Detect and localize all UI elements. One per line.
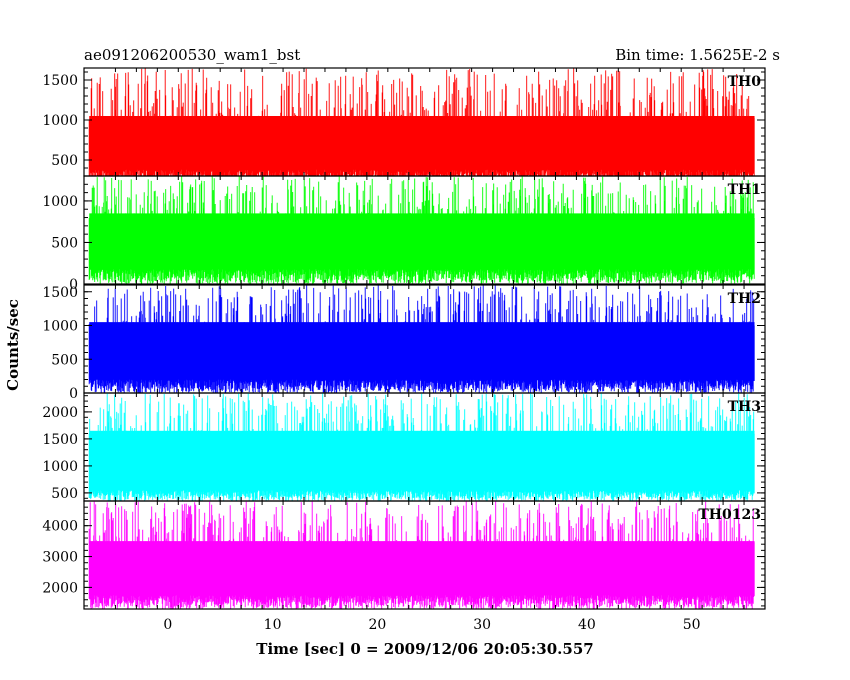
y-tick-label: 1000 — [42, 194, 78, 210]
chart-title-left: ae091206200530_wam1_bst — [84, 46, 300, 64]
y-tick-label: 0 — [69, 386, 78, 402]
series-th1 — [88, 176, 755, 284]
y-tick-label: 1000 — [42, 319, 78, 335]
panel-label-th1: TH1 — [728, 182, 761, 198]
panel-label-th3: TH3 — [728, 399, 761, 415]
y-tick-label: 500 — [51, 235, 78, 251]
y-tick-label: 2000 — [42, 405, 78, 421]
series-core-band — [89, 430, 755, 491]
y-tick-label: 500 — [51, 352, 78, 368]
series-core-band — [89, 116, 755, 170]
y-tick-label: 4000 — [42, 519, 78, 535]
y-tick-label: 500 — [51, 153, 78, 169]
y-tick-label: 2000 — [42, 580, 78, 596]
panel-th1: 0 500 1000 TH1 — [42, 175, 766, 293]
y-tick-label: 0 — [69, 277, 78, 293]
series-th2 — [88, 285, 755, 393]
y-tick-label: 1000 — [42, 113, 78, 129]
y-tick-label: 1500 — [42, 432, 78, 448]
panel-frame — [83, 175, 766, 285]
series-core-band — [89, 213, 755, 270]
series-th3 — [88, 393, 755, 501]
panel-th0: 500 1000 1500 TH0 — [42, 67, 766, 177]
series-th0 — [88, 68, 755, 176]
x-tick-label: 50 — [683, 617, 701, 633]
y-axis-label: Counts/sec — [4, 299, 22, 391]
y-tick-label: 3000 — [42, 550, 78, 566]
x-tick-label: 0 — [163, 617, 172, 633]
panel-label-th0: TH0 — [728, 74, 762, 90]
series-th0123 — [88, 501, 755, 609]
series-core-band — [89, 322, 755, 380]
panel-label-th2: TH2 — [728, 291, 761, 307]
y-tick-label: 1500 — [42, 285, 78, 301]
y-tick-label: 500 — [51, 486, 78, 502]
panel-th0123: 2000 3000 4000 TH0123 — [42, 500, 766, 610]
y-tick-label: 1500 — [42, 73, 78, 89]
x-tick-label: 20 — [368, 617, 386, 633]
panel-frame — [83, 500, 766, 610]
y-tick-label: 1000 — [42, 459, 78, 475]
chart-title-right: Bin time: 1.5625E-2 s — [615, 46, 780, 64]
panel-th3: 500 1000 1500 2000 TH3 — [42, 392, 766, 502]
panel-th2: 0 500 1000 1500 TH2 — [42, 284, 766, 402]
panel-label-th0123: TH0123 — [698, 507, 761, 523]
x-tick-label: 30 — [473, 617, 491, 633]
series-core-band — [89, 541, 755, 596]
x-tick-label: 10 — [264, 617, 282, 633]
x-tick-label: 40 — [578, 617, 596, 633]
x-axis-label: Time [sec] 0 = 2009/12/06 20:05:30.557 — [256, 640, 593, 658]
